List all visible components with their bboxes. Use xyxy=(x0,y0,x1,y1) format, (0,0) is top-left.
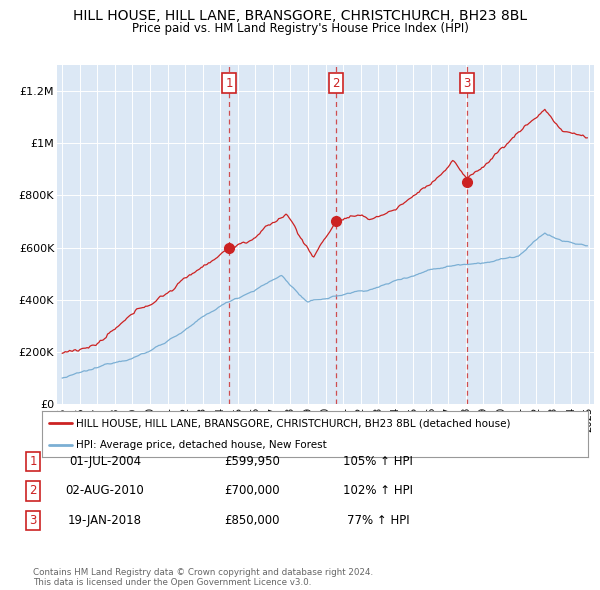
Text: 102% ↑ HPI: 102% ↑ HPI xyxy=(343,484,413,497)
Text: 105% ↑ HPI: 105% ↑ HPI xyxy=(343,455,413,468)
Text: 2: 2 xyxy=(29,484,37,497)
Text: HILL HOUSE, HILL LANE, BRANSGORE, CHRISTCHURCH, BH23 8BL: HILL HOUSE, HILL LANE, BRANSGORE, CHRIST… xyxy=(73,9,527,23)
Text: HILL HOUSE, HILL LANE, BRANSGORE, CHRISTCHURCH, BH23 8BL (detached house): HILL HOUSE, HILL LANE, BRANSGORE, CHRIST… xyxy=(76,418,511,428)
Text: 19-JAN-2018: 19-JAN-2018 xyxy=(68,514,142,527)
Text: 77% ↑ HPI: 77% ↑ HPI xyxy=(347,514,409,527)
Text: Contains HM Land Registry data © Crown copyright and database right 2024.
This d: Contains HM Land Registry data © Crown c… xyxy=(33,568,373,587)
Text: HPI: Average price, detached house, New Forest: HPI: Average price, detached house, New … xyxy=(76,440,326,450)
Text: £599,950: £599,950 xyxy=(224,455,280,468)
Text: 3: 3 xyxy=(463,77,470,90)
Text: 02-AUG-2010: 02-AUG-2010 xyxy=(65,484,145,497)
Text: £700,000: £700,000 xyxy=(224,484,280,497)
Text: Price paid vs. HM Land Registry's House Price Index (HPI): Price paid vs. HM Land Registry's House … xyxy=(131,22,469,35)
Text: £850,000: £850,000 xyxy=(224,514,280,527)
Text: 3: 3 xyxy=(29,514,37,527)
Text: 1: 1 xyxy=(225,77,233,90)
Text: 01-JUL-2004: 01-JUL-2004 xyxy=(69,455,141,468)
Text: 2: 2 xyxy=(332,77,340,90)
Text: 1: 1 xyxy=(29,455,37,468)
